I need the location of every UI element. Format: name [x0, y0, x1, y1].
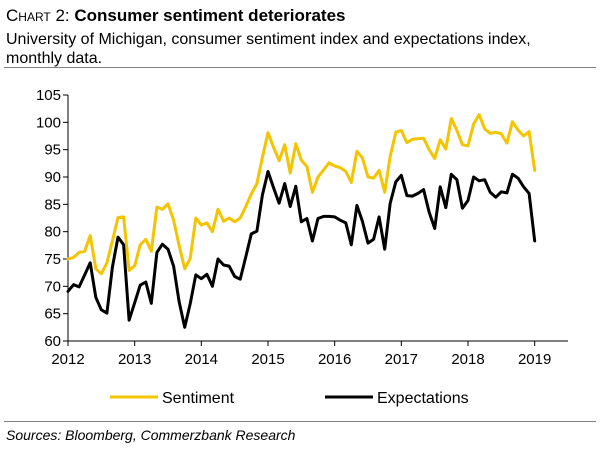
y-tick-label: 70	[44, 278, 61, 295]
y-tick-label: 60	[44, 333, 61, 350]
y-tick-label: 65	[44, 306, 61, 323]
y-tick-label: 95	[44, 142, 61, 159]
series-line-sentiment	[66, 113, 537, 276]
x-tick-label: 2015	[251, 351, 284, 368]
chart-title-text: Consumer sentiment deteriorates	[74, 6, 346, 25]
chart-subtitle: University of Michigan, consumer sentime…	[6, 31, 531, 67]
y-tick-label: 85	[44, 196, 61, 213]
y-tick-label: 100	[36, 114, 61, 131]
y-tick-label: 90	[44, 169, 61, 186]
legend-label-expectations: Expectations	[377, 390, 469, 407]
x-tick-label: 2018	[451, 351, 484, 368]
x-tick-label: 2017	[385, 351, 418, 368]
y-tick-label: 80	[44, 224, 61, 241]
legend-label-sentiment: Sentiment	[162, 390, 235, 407]
x-tick-label: 2019	[518, 351, 551, 368]
y-tick-label: 75	[44, 251, 61, 268]
source-note: Sources: Bloomberg, Commerzbank Research	[6, 427, 296, 443]
x-tick-label: 2014	[185, 351, 218, 368]
series-line-expectations	[66, 170, 537, 329]
x-tick-label: 2012	[51, 351, 84, 368]
x-tick-label: 2016	[318, 351, 351, 368]
top-rule	[4, 67, 596, 68]
bottom-rule	[4, 421, 596, 422]
y-tick-label: 105	[36, 87, 61, 104]
x-tick-label: 2013	[118, 351, 151, 368]
chart-title: Chart 2: Consumer sentiment deteriorates	[6, 6, 346, 26]
chart-label: Chart 2:	[6, 6, 70, 25]
